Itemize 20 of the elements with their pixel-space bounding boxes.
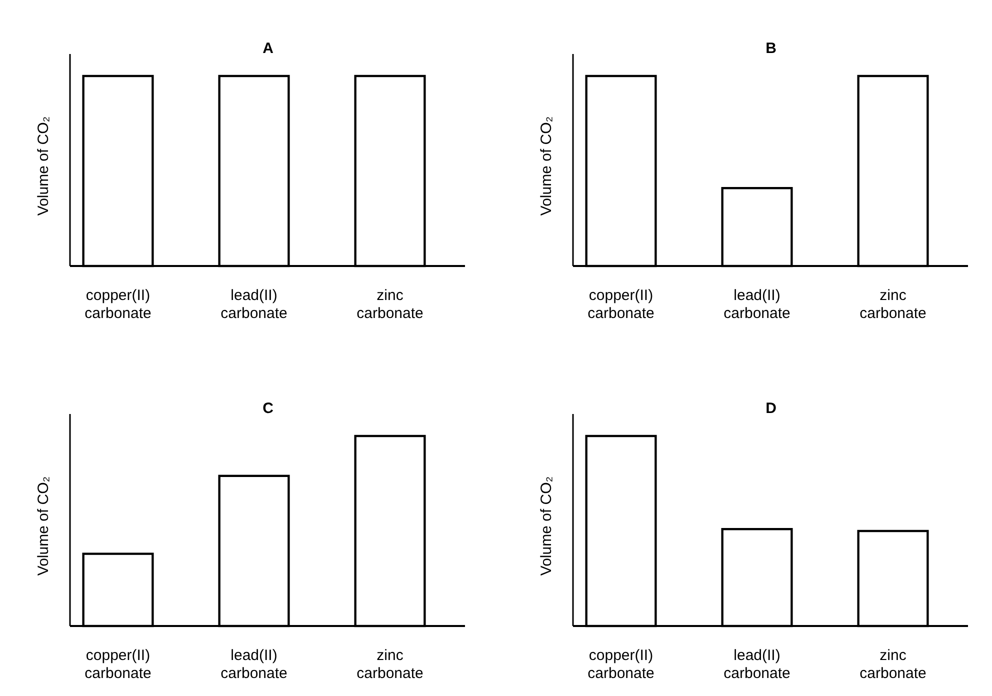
- x-tick-label: zinc carbonate: [356, 287, 424, 322]
- x-tick-label: lead(II) carbonate: [724, 287, 790, 322]
- y-axis-title: Volume of CO₂: [35, 476, 52, 576]
- x-tick-label: copper(II) carbonate: [588, 647, 654, 682]
- x-tick-label: zinc carbonate: [356, 647, 424, 682]
- chart-title: D: [766, 400, 777, 417]
- chart-title: B: [766, 40, 777, 57]
- x-tick-label: zinc carbonate: [860, 287, 926, 322]
- x-tick-label: lead(II) carbonate: [724, 647, 790, 682]
- chart-title: A: [262, 40, 274, 57]
- x-tick-label: copper(II) carbonate: [84, 647, 152, 682]
- y-axis-title: Volume of CO₂: [538, 116, 555, 216]
- x-tick-label: lead(II) carbonate: [220, 287, 288, 322]
- chart-title: C: [262, 400, 274, 417]
- x-tick-label: copper(II) carbonate: [84, 287, 152, 322]
- y-axis-title: Volume of CO₂: [35, 116, 52, 216]
- y-axis-title: Volume of CO₂: [538, 476, 555, 576]
- x-tick-label: copper(II) carbonate: [588, 287, 654, 322]
- x-tick-label: lead(II) carbonate: [220, 647, 288, 682]
- x-tick-label: zinc carbonate: [860, 647, 926, 682]
